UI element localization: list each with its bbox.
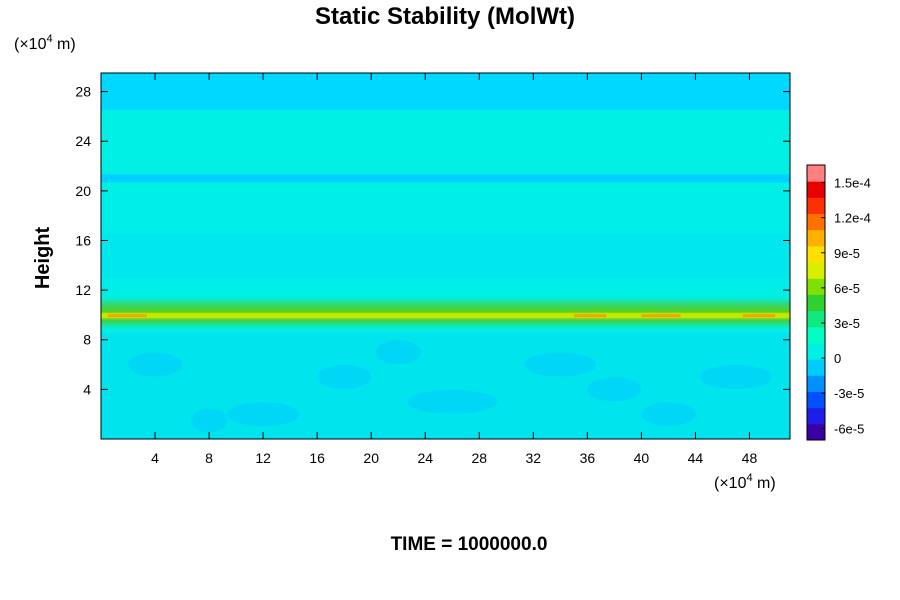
time-annotation: TIME = 1000000.0 bbox=[391, 534, 548, 555]
colorbar-swatch bbox=[807, 181, 825, 198]
y-tick-label: 20 bbox=[75, 183, 91, 199]
y-tick-label: 4 bbox=[83, 381, 91, 397]
y-axis-label: Height bbox=[32, 227, 54, 290]
colorbar-swatch bbox=[807, 262, 825, 279]
stable-layer-peak bbox=[573, 314, 607, 318]
colorbar-swatch bbox=[807, 278, 825, 295]
stable-layer-peak bbox=[107, 314, 147, 318]
heatmap-patch bbox=[317, 364, 372, 389]
weak-layer-band bbox=[101, 174, 790, 183]
colorbar-swatch bbox=[807, 407, 825, 425]
y-tick-label: 24 bbox=[75, 133, 91, 149]
x-tick-label: 28 bbox=[471, 450, 487, 466]
x-tick-label: 20 bbox=[363, 450, 379, 466]
plot-frame bbox=[100, 72, 791, 440]
colorbar-tick-label: 3e-5 bbox=[834, 316, 860, 331]
x-tick-label: 32 bbox=[526, 450, 542, 466]
heatmap-patch bbox=[587, 377, 642, 402]
colorbar-swatch bbox=[807, 294, 825, 312]
colorbar-swatch bbox=[807, 326, 825, 344]
x-axis: 4 8 12 16 20 24 28 32 36 40 44 48 bbox=[151, 73, 757, 466]
heatmap-patch bbox=[227, 402, 300, 427]
colorbar-frame bbox=[806, 164, 826, 441]
bands-layer bbox=[101, 73, 790, 439]
colorbar-swatch bbox=[807, 165, 825, 182]
colorbar-swatch bbox=[807, 359, 825, 376]
heatmap-patch bbox=[191, 408, 228, 433]
x-tick-label: 12 bbox=[255, 450, 271, 466]
x-tick-label: 8 bbox=[205, 450, 213, 466]
colorbar-tick-label: 1.2e-4 bbox=[834, 211, 871, 226]
y-tick-label: 12 bbox=[75, 282, 91, 298]
x-tick-label: 24 bbox=[417, 450, 433, 466]
stable-layer-core bbox=[101, 313, 790, 319]
x-tick-label: 4 bbox=[151, 450, 159, 466]
colorbar-tick-label: 1.5e-4 bbox=[834, 176, 871, 191]
chart-title: Static Stability (MolWt) bbox=[315, 3, 575, 30]
x-tick-label: 44 bbox=[688, 450, 704, 466]
colorbar-swatch bbox=[807, 213, 825, 231]
heatmap-patch bbox=[407, 389, 498, 414]
colorbar-swatch bbox=[807, 391, 825, 409]
x-tick-label: 48 bbox=[742, 450, 758, 466]
colorbar-tick-label: -6e-5 bbox=[834, 421, 864, 436]
y-axis: 4 8 12 16 20 24 28 bbox=[75, 84, 790, 397]
x-tick-label: 40 bbox=[634, 450, 650, 466]
colorbar-tick-label: -3e-5 bbox=[834, 386, 864, 401]
colorbar: 1.5e-4 1.2e-4 9e-5 6e-5 3e-5 0 -3e-5 -6e-5 bbox=[806, 164, 871, 441]
colorbar-swatch bbox=[807, 245, 825, 263]
colorbar-tick-label: 6e-5 bbox=[834, 281, 860, 296]
heatmap-patch bbox=[375, 340, 421, 365]
x-tick-label: 16 bbox=[309, 450, 325, 466]
heatmap-patch bbox=[699, 364, 772, 389]
heatmap-patch bbox=[128, 352, 183, 377]
colorbar-swatch bbox=[807, 342, 825, 360]
heatmap-patch bbox=[641, 402, 696, 427]
stable-layer-peak bbox=[641, 314, 681, 318]
colorbar-swatch bbox=[807, 310, 825, 328]
stable-layer-peak bbox=[742, 314, 776, 318]
colorbar-tick-label: 9e-5 bbox=[834, 246, 860, 261]
upper-band bbox=[101, 73, 790, 111]
colorbar-swatch bbox=[807, 229, 825, 247]
y-tick-label: 16 bbox=[75, 232, 91, 248]
mid-region-lower bbox=[101, 234, 790, 278]
y-tick-label: 28 bbox=[75, 84, 91, 100]
plot-area bbox=[101, 73, 790, 439]
heatmap-patch bbox=[524, 352, 597, 377]
y-tick-label: 8 bbox=[83, 332, 91, 348]
colorbar-swatch bbox=[807, 375, 825, 392]
x-unit-label: (×104 m) bbox=[714, 472, 776, 492]
y-unit-label: (×104 m) bbox=[14, 33, 76, 53]
x-tick-label: 36 bbox=[580, 450, 596, 466]
colorbar-tick-label: 0 bbox=[834, 351, 841, 366]
colorbar-swatch bbox=[807, 197, 825, 215]
colorbar-swatch bbox=[807, 423, 825, 441]
